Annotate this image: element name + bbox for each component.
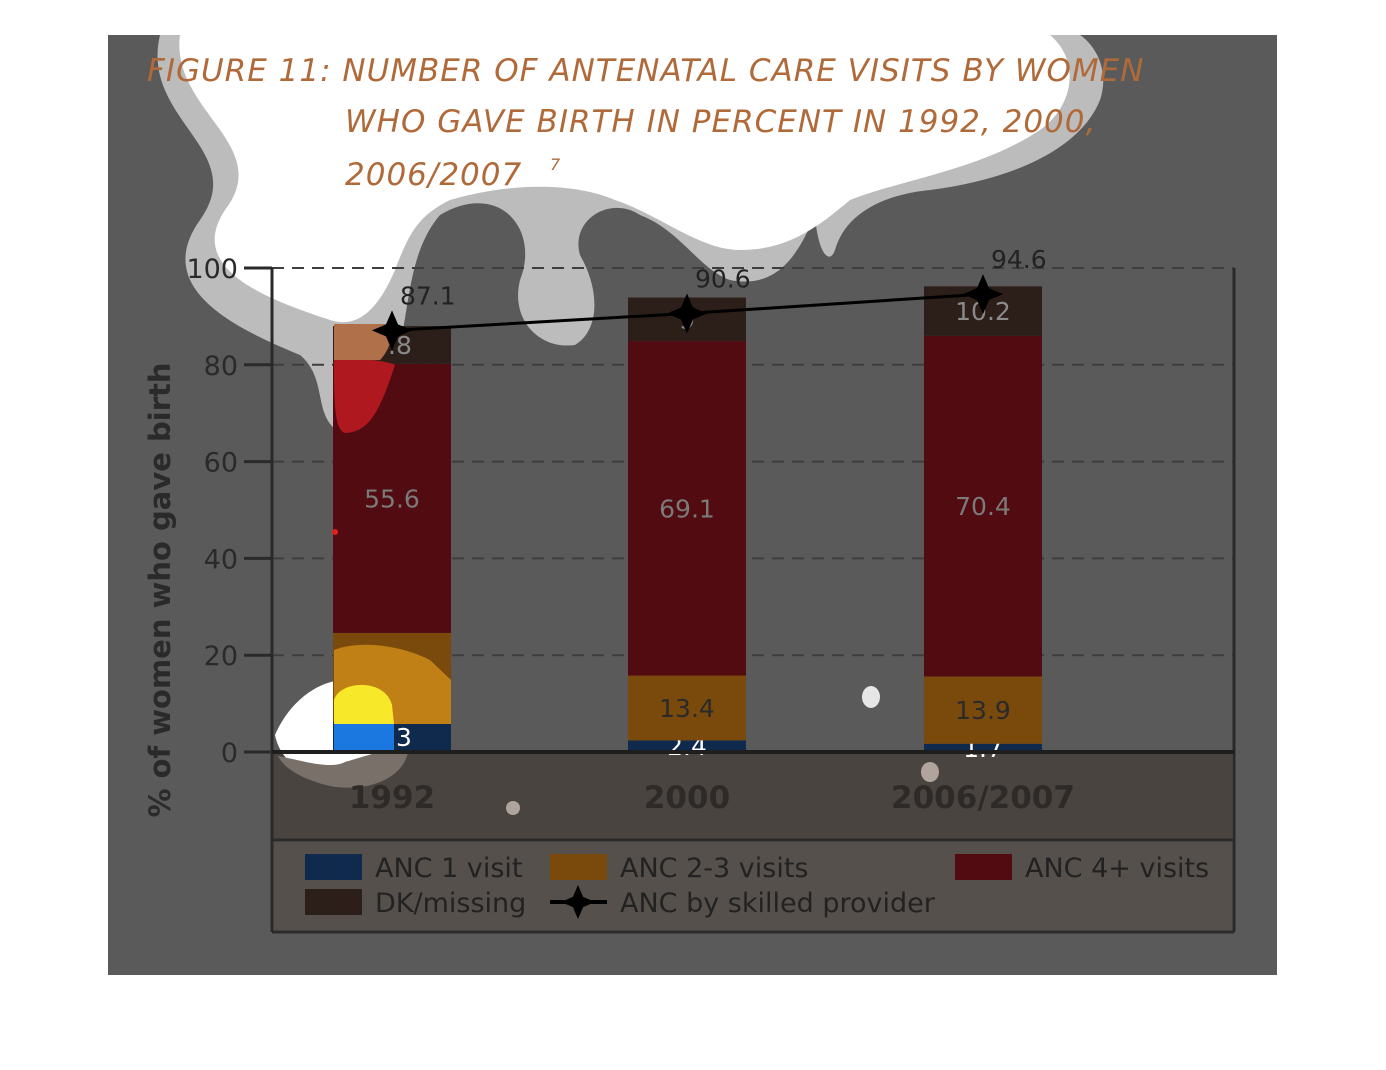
legend-item: ANC 1 visit	[305, 853, 523, 884]
y-tick-label: 0	[221, 738, 238, 769]
category-labels: 1992 2000 2006/2007	[349, 780, 1075, 816]
y-tick-label: 80	[204, 351, 238, 382]
bar-segment	[924, 676, 1042, 744]
title-footnote: 7	[550, 155, 561, 174]
bar-segment	[924, 743, 1042, 752]
legend-label: ANC 2-3 visits	[620, 853, 809, 884]
skilled-provider-data-label: 94.6	[991, 245, 1047, 274]
bar-data-label: 69.1	[659, 494, 715, 523]
legend-item: ANC 4+ visits	[955, 853, 1209, 884]
category-band	[272, 752, 1232, 840]
legend-band	[272, 842, 1232, 930]
y-tick-label: 60	[204, 448, 238, 479]
bar-segment	[628, 675, 746, 741]
y-tick-label: 20	[204, 641, 238, 672]
legend-label: ANC 1 visit	[375, 853, 523, 884]
bar-data-label: 70.4	[955, 492, 1011, 521]
chart-title: FIGURE 11: NUMBER OF ANTENATAL CARE VISI…	[147, 53, 1144, 193]
legend-item: DK/missing	[305, 888, 526, 919]
title-line-2: WHO GAVE BIRTH IN PERCENT IN 1992, 2000,	[345, 104, 1096, 140]
x-category-label: 2006/2007	[891, 780, 1075, 816]
skilled-provider-data-label: 90.6	[695, 264, 751, 293]
legend: ANC 1 visit ANC 2-3 visits ANC 4+ visits DK…	[305, 853, 1209, 919]
bar-segment	[924, 335, 1042, 677]
skilled-provider-marker	[372, 310, 412, 351]
legend-item: ANC 2-3 visits	[550, 853, 809, 884]
skilled-provider-marker	[963, 274, 1003, 315]
legend-swatch	[550, 854, 607, 880]
legend-label: DK/missing	[375, 888, 526, 919]
legend-item: ANC by skilled provider	[550, 885, 936, 919]
bar-data-label: 13.4	[659, 694, 715, 723]
paint-splash-red	[334, 359, 395, 433]
paint-splash-yellow	[334, 684, 394, 724]
bar-segment	[628, 740, 746, 752]
y-tick-label: 100	[186, 254, 238, 285]
legend-marker	[561, 885, 595, 919]
title-line-3: 2006/2007	[345, 157, 522, 193]
x-category-label: 2000	[644, 780, 730, 816]
title-line-1: FIGURE 11: NUMBER OF ANTENATAL CARE VISI…	[147, 53, 1144, 89]
bar-data-label: 13.9	[955, 696, 1011, 725]
skilled-provider-data-label: 87.1	[400, 281, 456, 310]
legend-label: ANC 4+ visits	[1025, 853, 1209, 884]
axes: 0 20 40 60 80 100	[186, 254, 1236, 934]
y-axis-label: % of women who gave birth	[143, 362, 177, 817]
y-tick-label: 40	[204, 544, 238, 575]
bars: 6.318.355.67.82.413.469.191.713.970.410.…	[332, 286, 1042, 763]
paint-splash-blue	[334, 724, 394, 750]
skilled-provider-line: 87.1 90.6 94.6	[372, 245, 1047, 351]
paint-dot	[332, 529, 338, 535]
legend-swatch	[305, 854, 362, 880]
bar-data-label: 55.6	[364, 484, 420, 513]
legend-swatch	[305, 889, 362, 915]
bar-segment	[628, 341, 746, 676]
x-category-label: 1992	[349, 780, 435, 816]
skilled-provider-marker	[667, 293, 707, 334]
legend-swatch	[955, 854, 1012, 880]
legend-label: ANC by skilled provider	[620, 888, 936, 919]
